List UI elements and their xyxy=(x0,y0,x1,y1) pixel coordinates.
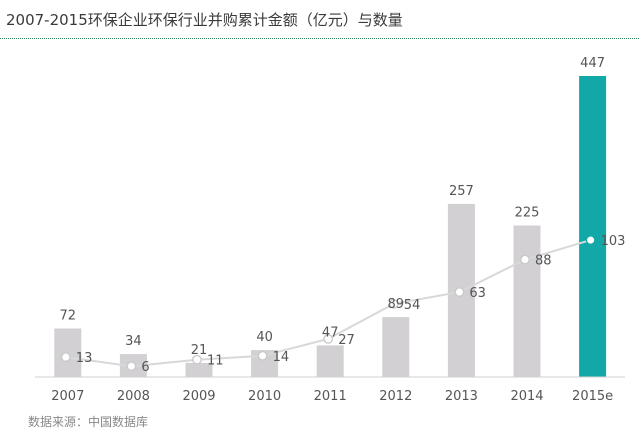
chart-title: 2007-2015环保企业环保行业并购累计金额（亿元）与数量 xyxy=(6,11,403,29)
line-point-2008 xyxy=(126,361,137,372)
line-point-2007 xyxy=(60,352,71,362)
x-tick-label: 2008 xyxy=(117,389,150,404)
x-tick-label: 2007 xyxy=(51,389,84,404)
bar-value-label: 225 xyxy=(515,206,540,221)
x-tick-label: 2012 xyxy=(379,389,412,404)
line-value-label: 14 xyxy=(273,350,290,365)
x-tick-label: 2013 xyxy=(445,389,478,404)
bar-2012 xyxy=(382,317,410,377)
line-value-label: 6 xyxy=(141,360,149,375)
labels-group: 72 34 21 40 47 89 257 225 447 13 6 11 14 27 54 63 88 103 xyxy=(60,56,626,375)
line-value-label: 63 xyxy=(469,286,486,301)
x-axis: 2007 2008 2009 2010 2011 2012 2013 2014 2015e xyxy=(35,376,625,404)
title-divider xyxy=(0,38,639,39)
line-series-group xyxy=(60,235,596,372)
bar-2014 xyxy=(513,225,541,377)
line-value-label: 103 xyxy=(601,234,626,249)
bar-value-label: 89 xyxy=(388,297,405,312)
line-point-2014 xyxy=(520,254,530,265)
bar-value-label: 72 xyxy=(60,309,77,324)
bar-value-label: 34 xyxy=(125,334,142,349)
bar-value-label: 21 xyxy=(191,343,208,358)
x-tick-label: 2011 xyxy=(314,389,347,404)
line-value-label: 27 xyxy=(338,333,355,348)
line-value-label: 11 xyxy=(207,354,224,369)
bar-2015e xyxy=(579,76,607,377)
bar-2009 xyxy=(185,362,213,377)
line-point-2009 xyxy=(192,354,202,365)
line-value-label: 54 xyxy=(404,298,421,313)
bar-value-label: 40 xyxy=(256,330,273,345)
x-tick-label: 2010 xyxy=(248,389,281,404)
line-point-2013 xyxy=(454,287,465,297)
bar-value-label: 47 xyxy=(322,325,339,340)
bar-value-label: 447 xyxy=(580,56,605,71)
line-point-2015e xyxy=(585,235,596,245)
line-point-2011 xyxy=(323,334,334,344)
line-value-label: 13 xyxy=(76,351,93,366)
line-value-label: 88 xyxy=(535,254,552,269)
source-note: 数据来源：中国数据库 xyxy=(28,415,149,429)
bar-2011 xyxy=(316,345,344,377)
x-tick-label: 2009 xyxy=(182,389,215,404)
line-point-2010 xyxy=(257,350,268,361)
x-tick-label: 2014 xyxy=(510,389,543,404)
x-tick-label: 2015e xyxy=(572,389,613,404)
line-point-2012 xyxy=(388,298,399,309)
bar-value-label: 257 xyxy=(449,184,474,199)
